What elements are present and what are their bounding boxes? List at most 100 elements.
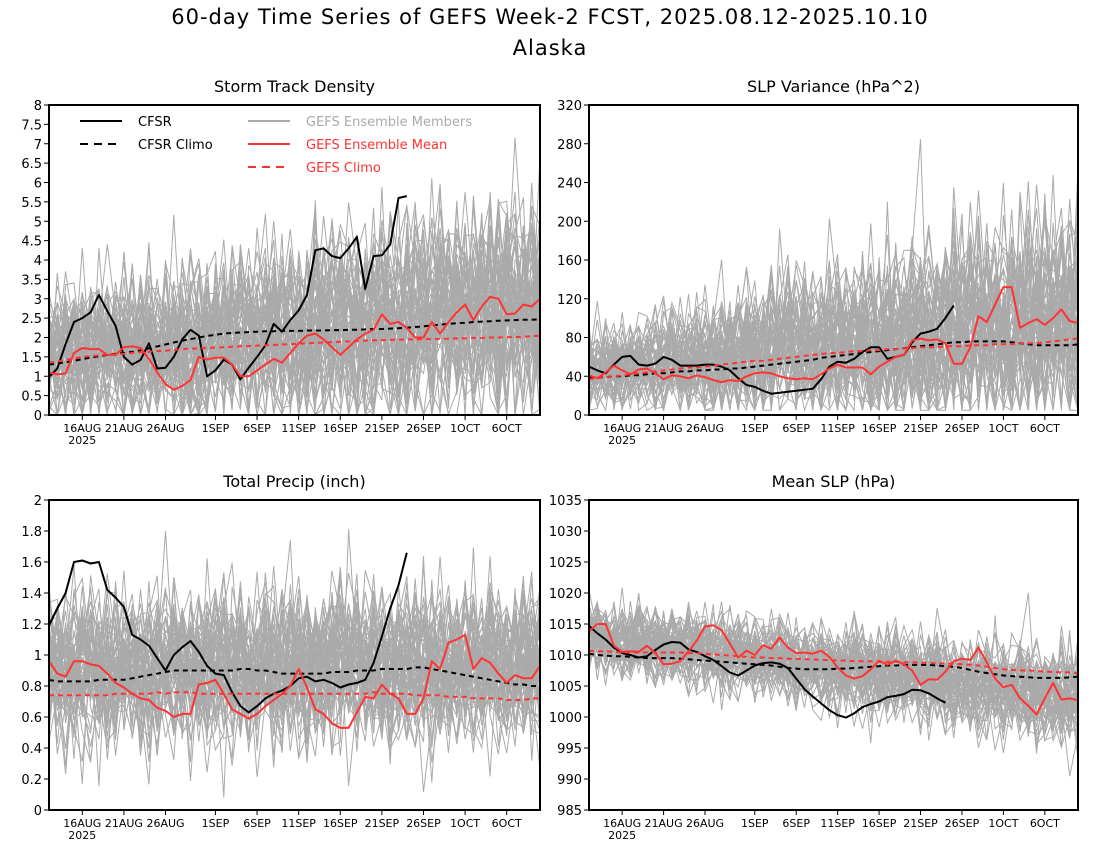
y-tick-label: 2 bbox=[34, 494, 42, 509]
y-tick-label: 40 bbox=[565, 370, 582, 385]
series-cfsr-climo bbox=[588, 652, 1079, 679]
ensemble-member-line bbox=[49, 575, 540, 777]
y-tick-label: 6 bbox=[34, 177, 42, 192]
ensemble-member-line bbox=[589, 210, 1078, 411]
ensemble-member-line bbox=[589, 616, 1078, 733]
x-tick-label: 16AUG bbox=[63, 817, 101, 830]
y-tick-label: 1.2 bbox=[21, 618, 42, 633]
y-tick-label: 7 bbox=[34, 138, 42, 153]
y-tick-label: 1030 bbox=[549, 525, 582, 540]
series-cfsr bbox=[48, 552, 408, 714]
x-tick-label: 16SEP bbox=[862, 422, 897, 435]
x-tick-label: 16SEP bbox=[323, 422, 358, 435]
x-year-label: 2025 bbox=[608, 829, 636, 842]
ensemble-member-line bbox=[49, 198, 540, 415]
x-tick-label: 11SEP bbox=[820, 817, 855, 830]
ensemble-member-line bbox=[49, 200, 540, 415]
x-tick-label: 6OCT bbox=[1030, 817, 1060, 830]
y-tick-label: 2.5 bbox=[21, 312, 42, 327]
x-tick-label: 6OCT bbox=[1030, 422, 1060, 435]
x-tick-label: 21SEP bbox=[365, 817, 400, 830]
x-tick-label: 6SEP bbox=[782, 422, 810, 435]
y-tick-label: 0.5 bbox=[21, 390, 42, 405]
y-tick-label: 5 bbox=[34, 215, 42, 230]
ensemble-member-line bbox=[589, 139, 1078, 411]
series-gefs-ensemble-mean bbox=[588, 623, 1079, 716]
x-year-label: 2025 bbox=[68, 434, 96, 447]
ensemble-member-line bbox=[49, 570, 540, 741]
x-tick-label: 1SEP bbox=[741, 422, 769, 435]
y-tick-label: 0.6 bbox=[21, 711, 42, 726]
y-tick-label: 1000 bbox=[549, 711, 582, 726]
y-tick-label: 4 bbox=[34, 254, 42, 269]
ensemble-member-line bbox=[49, 203, 540, 415]
x-tick-label: 21SEP bbox=[903, 817, 938, 830]
x-tick-label: 16AUG bbox=[63, 422, 101, 435]
x-tick-label: 21SEP bbox=[903, 422, 938, 435]
ensemble-member-line bbox=[589, 257, 1078, 411]
ensemble-member-line bbox=[49, 213, 540, 415]
legend: CFSR CFSR Climo GEFS Ensemble Members GEFS … bbox=[80, 115, 472, 176]
x-tick-label: 16AUG bbox=[603, 817, 641, 830]
ensemble-member-line bbox=[49, 213, 540, 415]
x-tick-label: 26SEP bbox=[406, 817, 441, 830]
ensemble-member-line bbox=[49, 243, 540, 415]
x-tick-label: 11SEP bbox=[281, 817, 316, 830]
ensemble-member-line bbox=[589, 603, 1078, 713]
series-gefs-ensemble-mean bbox=[48, 295, 541, 391]
chart-title: Total Precip (inch) bbox=[222, 472, 365, 491]
y-tick-label: 320 bbox=[557, 99, 582, 114]
x-tick-label: 26AUG bbox=[146, 817, 184, 830]
x-tick-label: 6OCT bbox=[492, 817, 522, 830]
y-tick-label: 7.5 bbox=[21, 118, 42, 133]
ensemble-member-line bbox=[49, 572, 540, 787]
x-tick-label: 1OCT bbox=[450, 817, 480, 830]
legend-label: GEFS Ensemble Members bbox=[306, 115, 472, 130]
series-gefs-climo bbox=[588, 649, 1079, 674]
x-tick-label: 1OCT bbox=[988, 422, 1018, 435]
y-tick-label: 6.5 bbox=[21, 157, 42, 172]
x-tick-label: 21AUG bbox=[105, 422, 143, 435]
ensemble-members bbox=[49, 137, 540, 415]
y-tick-label: 8 bbox=[34, 99, 42, 114]
ensemble-members bbox=[49, 529, 540, 798]
ensemble-member-line bbox=[49, 571, 540, 743]
figure-title: 60-day Time Series of GEFS Week-2 FCST, … bbox=[171, 5, 929, 29]
y-tick-label: 160 bbox=[557, 254, 582, 269]
y-tick-label: 1.4 bbox=[21, 587, 42, 602]
legend-label: CFSR Climo bbox=[138, 138, 213, 153]
series-gefs-ensemble-mean bbox=[48, 633, 541, 729]
x-tick-label: 16SEP bbox=[862, 817, 897, 830]
chart-title: SLP Variance (hPa^2) bbox=[747, 77, 920, 96]
y-tick-label: 80 bbox=[565, 332, 582, 347]
y-tick-label: 280 bbox=[557, 138, 582, 153]
y-tick-label: 0.4 bbox=[21, 742, 42, 757]
ensemble-member-line bbox=[49, 187, 540, 414]
ensemble-member-line bbox=[49, 576, 540, 742]
chart-panel-4: Mean SLP (hPa) 985 990 995 1000 1005 1010 1015 1… bbox=[549, 472, 1079, 842]
y-tick-label: 120 bbox=[557, 293, 582, 308]
series-cfsr-climo bbox=[48, 666, 540, 687]
ensemble-member-line bbox=[49, 208, 540, 415]
y-tick-label: 240 bbox=[557, 177, 582, 192]
figure-subtitle: Alaska bbox=[512, 36, 588, 60]
x-tick-label: 1SEP bbox=[741, 817, 769, 830]
y-tick-label: 3 bbox=[34, 293, 42, 308]
series-gefs-climo bbox=[49, 691, 540, 701]
y-tick-label: 1.5 bbox=[21, 351, 42, 366]
x-tick-label: 6SEP bbox=[243, 422, 271, 435]
y-tick-label: 1005 bbox=[549, 680, 582, 695]
x-tick-label: 6SEP bbox=[782, 817, 810, 830]
chart-title: Storm Track Density bbox=[214, 77, 375, 96]
y-tick-label: 4.5 bbox=[21, 235, 42, 250]
y-tick-label: 0 bbox=[34, 409, 42, 424]
y-tick-label: 1.8 bbox=[21, 525, 42, 540]
x-tick-label: 1OCT bbox=[450, 422, 480, 435]
y-tick-label: 0.8 bbox=[21, 680, 42, 695]
y-tick-label: 1025 bbox=[549, 556, 582, 571]
legend-label: GEFS Climo bbox=[306, 161, 381, 176]
series-cfsr-climo bbox=[48, 318, 541, 366]
y-tick-label: 1035 bbox=[549, 494, 582, 509]
x-tick-label: 21AUG bbox=[645, 422, 683, 435]
